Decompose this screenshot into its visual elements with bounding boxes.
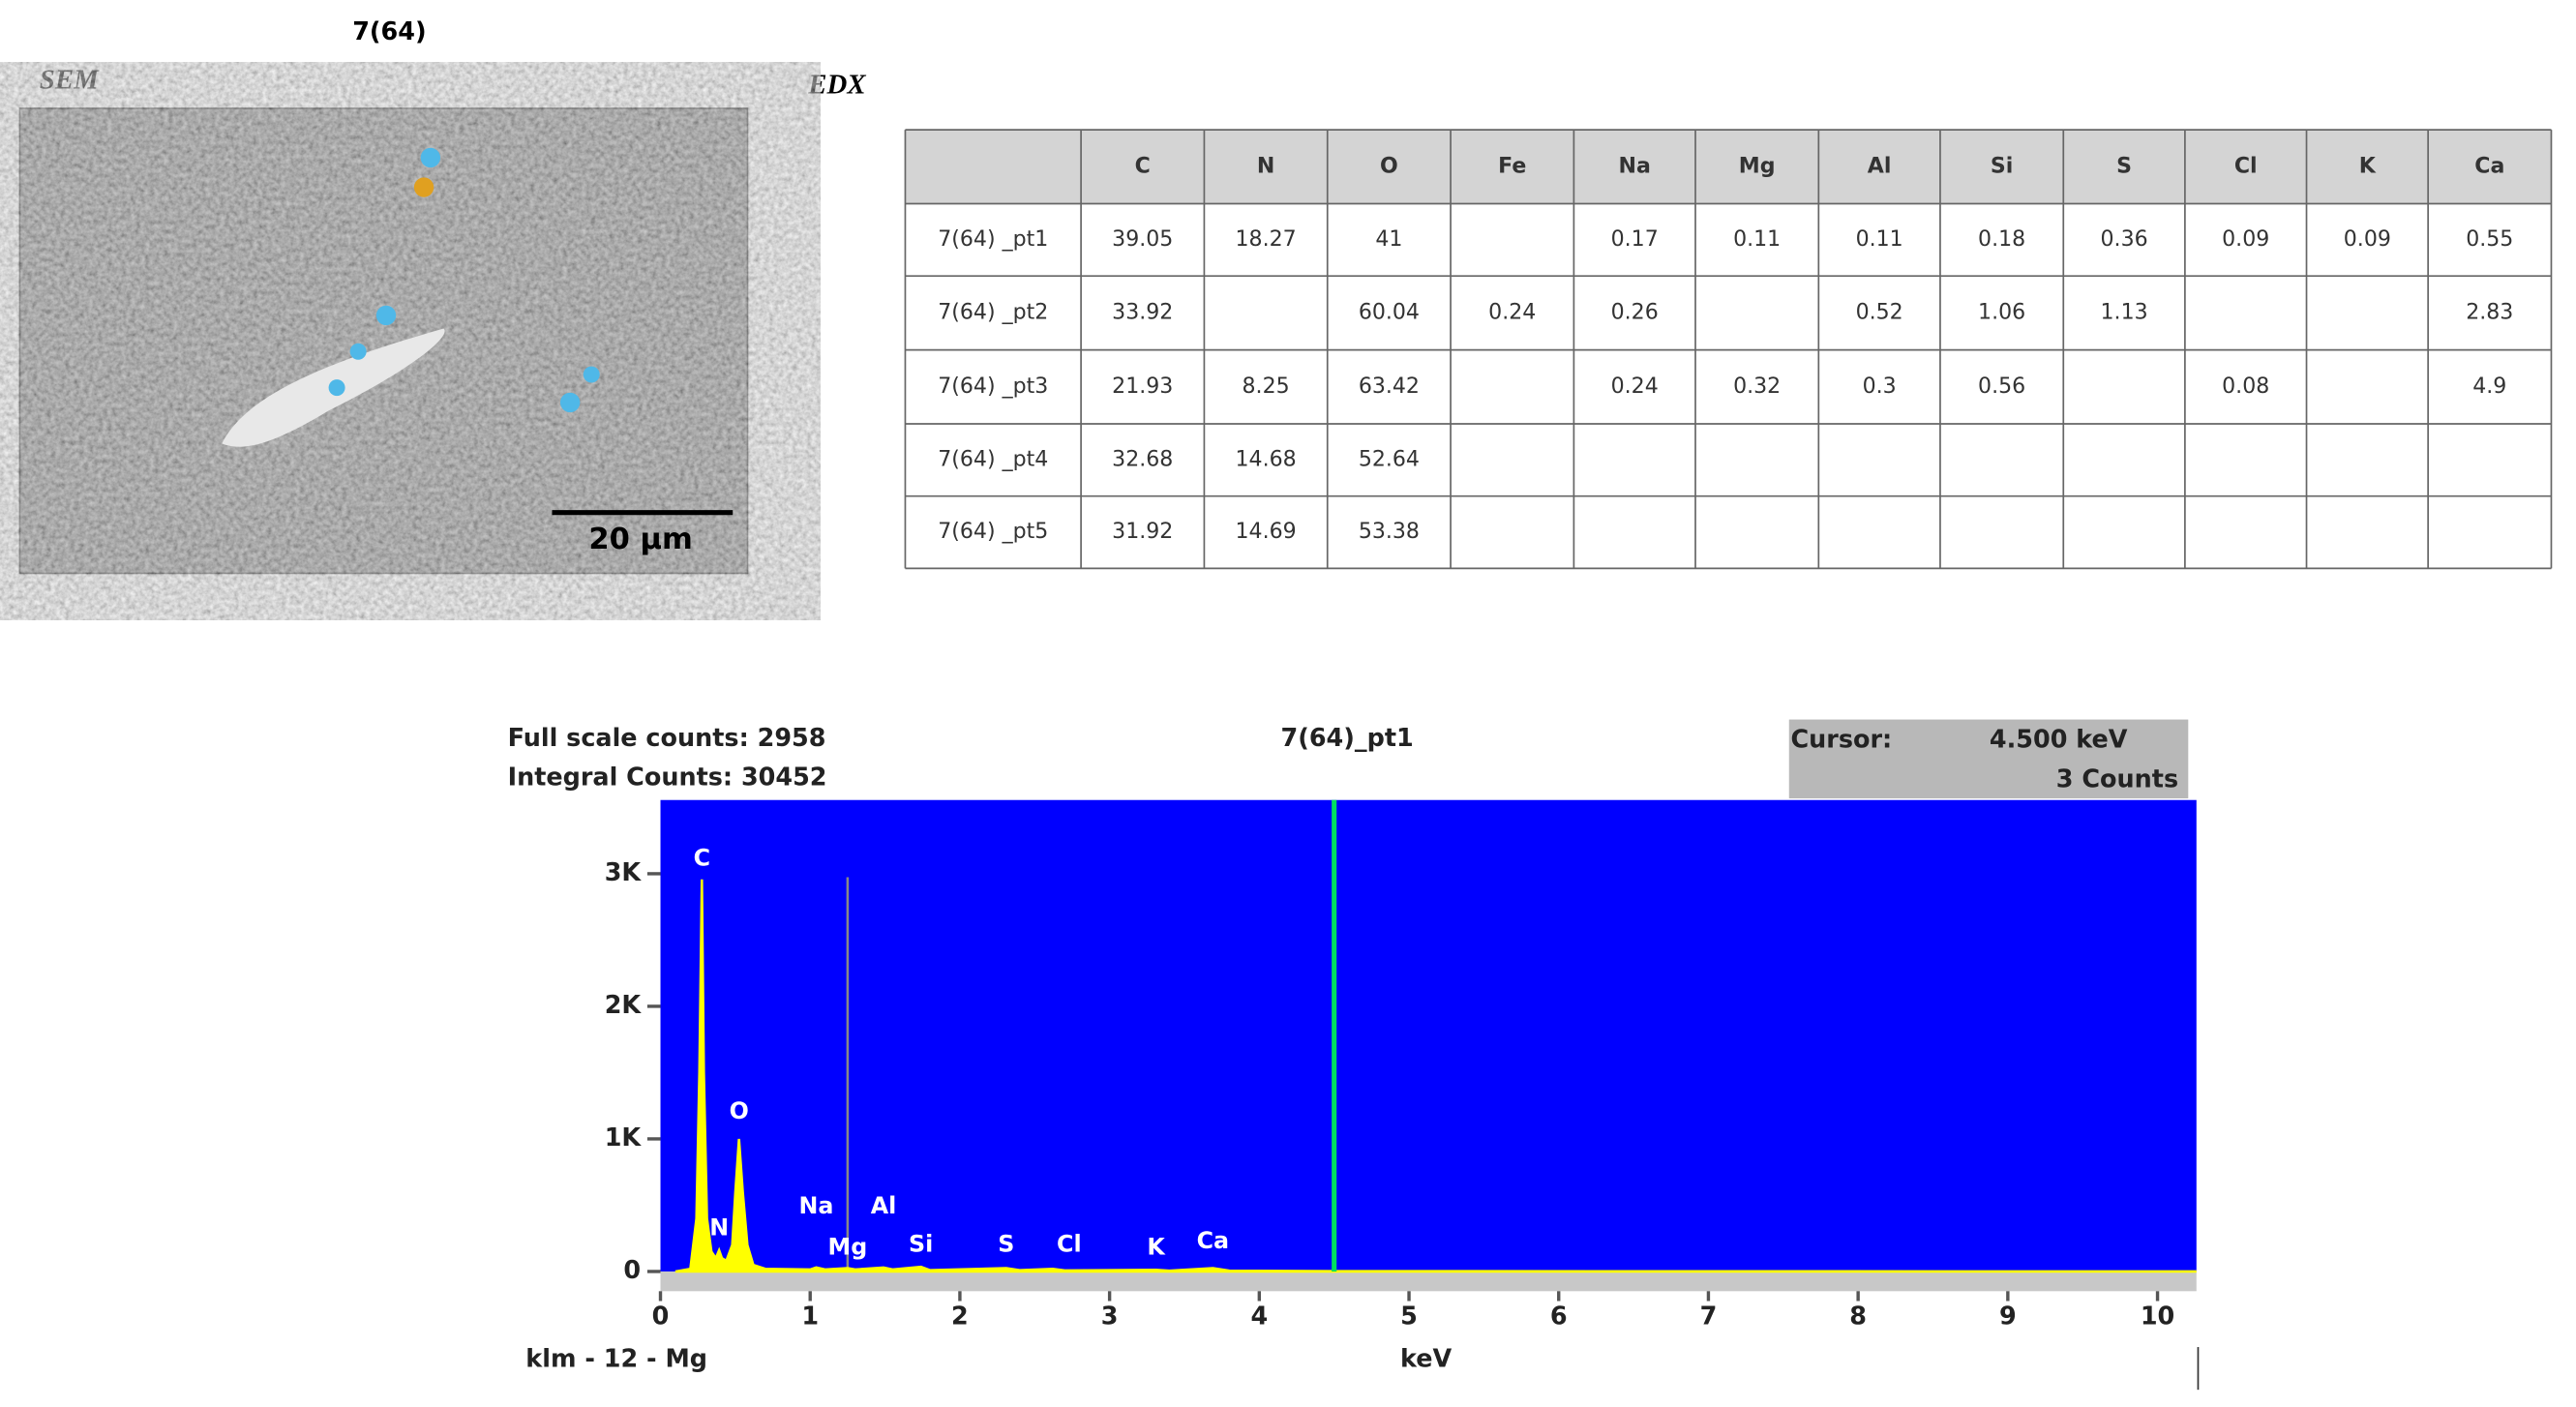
peak-label: O — [730, 1097, 749, 1124]
cell-value: 0.3 — [1863, 374, 1897, 399]
cell-value: 0.26 — [1611, 300, 1659, 324]
cell-value: 0.09 — [2222, 227, 2269, 252]
sem-label: SEM — [40, 65, 100, 96]
cursor-label: Cursor: — [1790, 726, 1892, 755]
x-tick-label: 0 — [652, 1302, 670, 1331]
cell-value: 41 — [1375, 227, 1402, 252]
cell-value: 21.93 — [1112, 374, 1173, 399]
cell-value: 32.68 — [1112, 447, 1173, 471]
column-header: Si — [1991, 154, 2013, 178]
cell-value: 0.24 — [1488, 300, 1536, 324]
cell-value: 31.92 — [1112, 520, 1173, 544]
sem-image — [18, 107, 749, 575]
y-tick-label: 2K — [605, 991, 643, 1020]
cell-value: 1.06 — [1978, 300, 2025, 324]
row-label: 7(64) _pt2 — [938, 300, 1048, 324]
cell-value: 0.17 — [1611, 227, 1659, 252]
column-header: O — [1380, 154, 1398, 178]
column-header: Fe — [1498, 154, 1526, 178]
x-axis-label: keV — [1400, 1345, 1453, 1374]
column-header: Na — [1619, 154, 1651, 178]
cell-value: 0.11 — [1733, 227, 1781, 252]
cell-value: 0.36 — [2101, 227, 2148, 252]
cell-value: 33.92 — [1112, 300, 1173, 324]
x-tick-label: 5 — [1400, 1302, 1418, 1331]
scale-bar: 20 µm — [588, 523, 692, 556]
peak-label: Al — [871, 1192, 897, 1219]
column-header: Mg — [1739, 154, 1776, 178]
full-scale: Full scale counts: 2958 — [508, 724, 826, 753]
peak-label: K — [1147, 1234, 1166, 1261]
header-row — [905, 130, 2552, 204]
baseline-band — [660, 1271, 2197, 1292]
column-header: Ca — [2474, 154, 2504, 178]
peak-label: S — [998, 1230, 1014, 1257]
peak-label: Mg — [828, 1234, 868, 1261]
spectrum-title: 7(64)_pt1 — [1280, 724, 1413, 753]
x-tick-label: 4 — [1250, 1302, 1268, 1331]
column-header: C — [1135, 154, 1151, 178]
row-label: 7(64) _pt1 — [938, 227, 1048, 252]
plot-area — [660, 799, 2197, 1272]
edx-table: C N O Fe Na Mg Al Si S Cl K Ca 7(64) _pt1 39.05 18.27 4… — [904, 129, 2553, 570]
cell-value: 52.64 — [1359, 447, 1420, 471]
x-tick-label: 2 — [951, 1302, 969, 1331]
cell-value: 14.68 — [1236, 447, 1297, 471]
cursor-box — [1788, 719, 2189, 799]
column-header: S — [2116, 154, 2132, 178]
x-tick-label: 3 — [1101, 1302, 1119, 1331]
cursor-counts: 3 Counts — [2056, 764, 2178, 793]
x-tick-label: 8 — [1849, 1302, 1867, 1331]
cell-value: 0.09 — [2344, 227, 2391, 252]
x-tick-label: 10 — [2141, 1302, 2174, 1331]
column-header: N — [1257, 154, 1274, 178]
x-tick-label: 7 — [1700, 1302, 1718, 1331]
x-tick-label: 9 — [1999, 1302, 2017, 1331]
integral: Integral Counts: 30452 — [508, 763, 827, 793]
edx-label: EDX — [807, 70, 866, 101]
cell-value: 14.69 — [1236, 520, 1297, 544]
cell-value: 63.42 — [1359, 374, 1420, 399]
y-tick-label: 3K — [605, 858, 643, 887]
title: 7(64) — [352, 17, 426, 46]
peak-label: Cl — [1057, 1230, 1082, 1257]
cell-value: 60.04 — [1359, 300, 1420, 324]
spectrum-area — [674, 879, 2197, 1273]
cell-value: 0.52 — [1856, 300, 1903, 324]
cell-value: 2.83 — [2466, 300, 2513, 324]
column-header: Al — [1868, 154, 1892, 178]
y-tick-label: 0 — [623, 1256, 641, 1285]
cell-value: 53.38 — [1359, 520, 1420, 544]
row-label: 7(64) _pt4 — [938, 447, 1048, 471]
y-tick-label: 1K — [605, 1123, 643, 1153]
cell-value: 18.27 — [1236, 227, 1297, 252]
peak-label: C — [694, 844, 710, 871]
x-tick-label: 6 — [1550, 1302, 1568, 1331]
cell-value: 8.25 — [1243, 374, 1290, 399]
peak-label: N — [709, 1213, 729, 1241]
cell-value: 1.13 — [2101, 300, 2148, 324]
row-label: 7(64) _pt5 — [938, 520, 1048, 544]
peak-label: Ca — [1197, 1227, 1229, 1254]
cell-value: 0.11 — [1856, 227, 1903, 252]
cell-value: 0.08 — [2222, 374, 2269, 399]
peak-label: Si — [909, 1230, 933, 1257]
peak-label: Na — [798, 1192, 833, 1219]
cursor-value: 4.500 keV — [1990, 726, 2128, 755]
cell-value: 4.9 — [2472, 374, 2506, 399]
klm-label: klm - 12 - Mg — [525, 1345, 707, 1374]
spectrum: Full scale counts: 2958 Integral Counts:… — [508, 719, 2200, 1391]
cell-value: 0.55 — [2466, 227, 2513, 252]
column-header: K — [2359, 154, 2377, 178]
cell-value: 0.56 — [1978, 374, 2025, 399]
x-tick-label: 1 — [801, 1302, 819, 1331]
cell-value: 39.05 — [1112, 227, 1173, 252]
cell-value: 0.24 — [1611, 374, 1659, 399]
cell-value: 0.18 — [1978, 227, 2025, 252]
cell-value: 0.32 — [1733, 374, 1781, 399]
column-header: Cl — [2234, 154, 2258, 178]
row-label: 7(64) _pt3 — [938, 374, 1048, 399]
